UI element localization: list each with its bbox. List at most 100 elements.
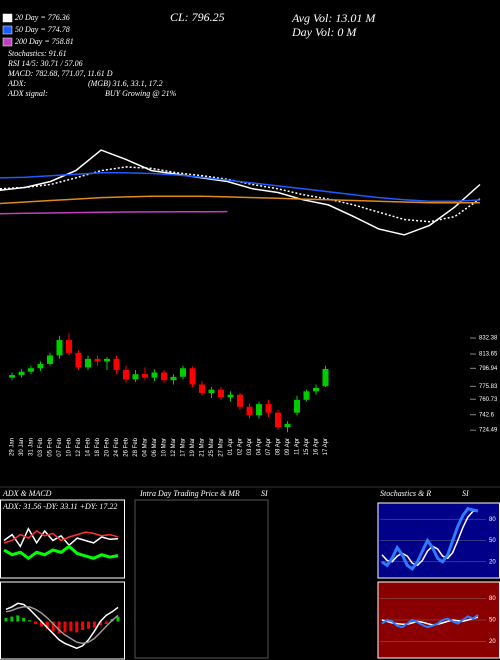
annotation: Stochastics: 91.61: [8, 49, 67, 58]
y-tick-label: 80: [489, 596, 496, 602]
x-tick-label: 31 Jan: [29, 438, 35, 456]
x-tick-label: 03 Feb: [38, 437, 44, 456]
x-tick-label: 17 Mar: [181, 438, 187, 457]
legend-swatch: [2, 37, 13, 47]
histogram-bar: [81, 621, 85, 631]
histogram-bar: [69, 621, 73, 632]
panel-subtitle: ADX: 31.56 -DY: 33.11 +DY: 17.22: [2, 502, 117, 511]
panel: [0, 499, 125, 579]
histogram-bar: [22, 617, 26, 622]
x-tick-label: 11 Apr: [295, 438, 301, 455]
line-series: [0, 195, 480, 205]
histogram-bar: [92, 621, 96, 628]
x-tick-label: 17 Apr: [323, 438, 329, 455]
y-tick-label: 20: [489, 639, 496, 645]
panel-subtitle: SI: [462, 489, 469, 498]
histogram-bar: [28, 620, 32, 622]
x-tick-label: 09 Apr: [285, 438, 291, 455]
x-tick-label: 21 Mar: [200, 438, 206, 457]
x-tick-label: 16 Apr: [314, 438, 320, 455]
candle-body: [37, 363, 44, 369]
legend-swatch: [2, 13, 13, 23]
line-series: [381, 509, 479, 567]
candle-body: [18, 371, 25, 376]
candle-body: [199, 384, 205, 394]
annotation: BUY Growing @ 21%: [105, 89, 177, 98]
histogram-bar: [98, 621, 102, 626]
histogram-bar: [87, 621, 91, 629]
histogram-bar: [57, 621, 61, 634]
panel-title: Stochastics & R: [380, 489, 431, 498]
candle-body: [208, 389, 215, 394]
x-tick-label: 15 Apr: [304, 438, 310, 455]
x-tick-label: 27 Mar: [219, 438, 225, 457]
candle-body: [275, 412, 281, 428]
histogram-bar: [63, 621, 67, 633]
candle-body: [294, 399, 300, 413]
line-series: [3, 530, 119, 544]
annotation: ADX signal:: [7, 89, 48, 98]
y-tick-label: 50: [489, 618, 496, 624]
x-tick-label: 01 Apr: [228, 438, 234, 455]
histogram-bar: [75, 621, 79, 633]
candle-body: [28, 368, 34, 372]
legend-swatch: [2, 25, 13, 35]
x-tick-label: 18 Feb: [95, 437, 101, 456]
histogram-bar: [116, 616, 120, 622]
line-series: [5, 606, 119, 645]
candle-body: [303, 391, 310, 400]
line-series: [3, 544, 119, 561]
candle-body: [180, 368, 186, 377]
intraday-panel: [134, 499, 269, 659]
annotation: MACD: 782.68, 771.07, 11.61 D: [7, 69, 113, 78]
avg-volume: Avg Vol: 13.01 M: [291, 11, 376, 25]
x-tick-label: 30 Jan: [19, 438, 25, 456]
line-series: [0, 172, 481, 203]
x-tick-label: 07 Feb: [57, 437, 63, 456]
histogram-bar: [45, 621, 49, 629]
x-tick-label: 24 Feb: [114, 437, 120, 456]
x-tick-label: 12 Feb: [76, 437, 82, 456]
candle-body: [123, 369, 129, 380]
candle-body: [151, 372, 158, 378]
line-series: [0, 149, 481, 236]
x-tick-label: 10 Feb: [67, 437, 73, 456]
y-tick-label: 796.94: [479, 366, 498, 372]
candle-body: [142, 374, 148, 378]
candle-body: [47, 355, 53, 364]
x-tick-label: 29 Jan: [10, 438, 16, 456]
day-volume: Day Vol: 0 M: [291, 25, 357, 39]
x-tick-label: 14 Feb: [86, 437, 92, 456]
line-series: [0, 210, 228, 215]
line-series: [381, 506, 479, 571]
y-tick-label: 50: [489, 538, 496, 544]
line-series: [5, 602, 119, 650]
candle-body: [322, 368, 329, 387]
line-series: [3, 527, 119, 548]
candle-body: [218, 389, 224, 398]
y-tick-label: 813.65: [479, 352, 498, 358]
candle-body: [85, 358, 91, 368]
candle-body: [75, 352, 82, 368]
candle-body: [313, 387, 319, 392]
panel: [0, 581, 125, 660]
candle-body: [256, 404, 262, 416]
candle-body: [56, 340, 63, 356]
y-tick-label: 20: [489, 559, 496, 565]
annotation: ADX:: [7, 79, 27, 88]
candle-body: [132, 374, 139, 380]
candle-body: [94, 358, 101, 362]
legend-label: 50 Day = 774.78: [15, 25, 70, 34]
x-tick-label: 03 Apr: [247, 438, 253, 455]
histogram-bar: [16, 615, 20, 622]
y-tick-label: 724.49: [479, 428, 498, 434]
candle-body: [161, 372, 167, 381]
legend-label: 20 Day = 776.36: [15, 13, 70, 22]
candle-body: [237, 394, 243, 407]
candle-body: [227, 394, 234, 398]
annotation: RSI 14/5: 30.71 / 57.06: [7, 59, 83, 68]
x-tick-label: 19 Mar: [190, 438, 196, 457]
x-tick-label: 06 Mar: [152, 438, 158, 457]
y-tick-label: 775.83: [479, 384, 498, 390]
